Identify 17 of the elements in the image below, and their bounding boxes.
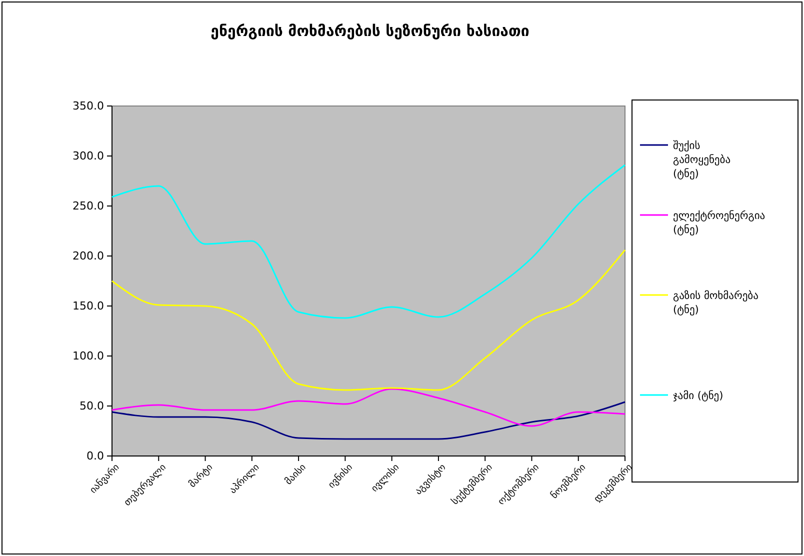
line-series [111,388,626,427]
line-series [111,164,626,319]
legend-label: ჯამი (ტნე) [673,390,724,402]
line-series [111,401,626,440]
legend-label: შუქის გამოყენება (ტნე) [673,140,731,180]
y-tick-label: 300.0 [72,150,104,163]
y-tick-label: 350.0 [72,100,104,113]
legend-label: ელექტროენერგია (ტნე) [673,210,766,236]
y-tick-label: 0.0 [86,450,104,463]
y-tick-label: 100.0 [72,350,104,363]
y-tick-label: 200.0 [72,250,104,263]
legend-label: გაზის მოხმარება (ტნე) [673,290,758,316]
y-tick-label: 250.0 [72,200,104,213]
chart-title: ენერგიის მოხმარების სეზონური ხასიათი [210,22,530,40]
y-tick-label: 50.0 [80,400,104,413]
line-series [111,249,626,391]
y-tick-label: 150.0 [72,300,104,313]
